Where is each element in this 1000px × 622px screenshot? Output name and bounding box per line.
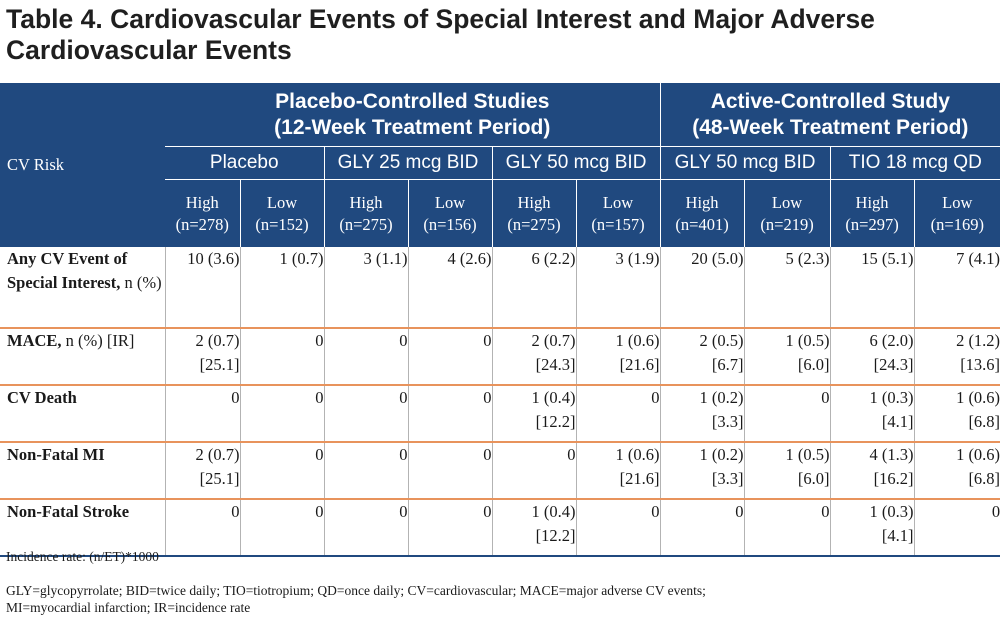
- table-cell: 0: [324, 328, 409, 386]
- table-cell: 1 (0.5) [6.0]: [744, 328, 831, 386]
- table-cell: 0: [408, 499, 493, 557]
- treatment-header: GLY 50 mcg BID: [492, 146, 661, 180]
- table-row: Non-Fatal MI 2 (0.7) [25.1] 0 0 0 0 1 (0.6) [21.…: [0, 442, 1000, 500]
- header-row-treatments: Placebo GLY 25 mcg BID GLY 50 mcg BID GL…: [0, 146, 1000, 180]
- header-row-risk: High (n=278) Low (n=152) High (n=275) Low (n=15…: [0, 179, 1000, 247]
- table-row: CV Death 0 0 0 0 1 (0.4) [12.2] 0 1 (0.2) [3.3] 0 1…: [0, 385, 1000, 443]
- table-row: Non-Fatal Stroke 0 0 0 0 1 (0.4) [12.2] 0 0 0 1 (0…: [0, 499, 1000, 557]
- table-cell: 0: [914, 499, 1000, 557]
- table-cell: 0: [492, 442, 577, 500]
- table-cell: 7 (4.1): [914, 247, 1000, 329]
- table-cell: 0: [240, 385, 325, 443]
- table-cell: 2 (0.7) [25.1]: [165, 442, 241, 500]
- header-row-groups: CV Risk Placebo-Controlled Studies (12-W…: [0, 83, 1000, 247]
- risk-subheader: High (n=275): [492, 179, 577, 247]
- group-header-active-controlled: Active-Controlled Study (48-Week Treatme…: [660, 83, 1000, 147]
- table-cell: 0: [408, 328, 493, 386]
- table-cell: 1 (0.3) [4.1]: [830, 499, 915, 557]
- table-cell: 1 (0.6) [21.6]: [576, 328, 661, 386]
- table-cell: 0: [240, 499, 325, 557]
- treatment-header: TIO 18 mcg QD: [830, 146, 1000, 180]
- risk-subheader: Low (n=152): [240, 179, 325, 247]
- risk-subheader: High (n=278): [165, 179, 241, 247]
- table-cell: 1 (0.2) [3.3]: [660, 385, 745, 443]
- table-cell: 2 (1.2) [13.6]: [914, 328, 1000, 386]
- table-cell: 0: [660, 499, 745, 557]
- table-cell: 3 (1.1): [324, 247, 409, 329]
- risk-subheader: Low (n=169): [914, 179, 1000, 247]
- table-cell: 2 (0.5) [6.7]: [660, 328, 745, 386]
- table-cell: 0: [744, 385, 831, 443]
- table-cell: 1 (0.6) [6.8]: [914, 442, 1000, 500]
- table-cell: 4 (2.6): [408, 247, 493, 329]
- table-cell: 3 (1.9): [576, 247, 661, 329]
- treatment-header: Placebo: [165, 146, 325, 180]
- table-cell: 0: [576, 385, 661, 443]
- cv-events-table: CV Risk Placebo-Controlled Studies (12-W…: [0, 83, 1000, 557]
- table-cell: 1 (0.6) [6.8]: [914, 385, 1000, 443]
- table-cell: 0: [324, 442, 409, 500]
- table-cell: 1 (0.6) [21.6]: [576, 442, 661, 500]
- table-cell: 0: [408, 385, 493, 443]
- treatment-header: GLY 25 mcg BID: [324, 146, 493, 180]
- table-cell: 10 (3.6): [165, 247, 241, 329]
- table-cell: 0: [324, 499, 409, 557]
- treatment-header: GLY 50 mcg BID: [660, 146, 831, 180]
- table-cell: 4 (1.3) [16.2]: [830, 442, 915, 500]
- row-label: Non-Fatal Stroke: [0, 499, 166, 557]
- table-cell: 15 (5.1): [830, 247, 915, 329]
- table-cell: 0: [240, 328, 325, 386]
- table-cell: 0: [408, 442, 493, 500]
- row-label: Non-Fatal MI: [0, 442, 166, 500]
- risk-subheader: High (n=275): [324, 179, 409, 247]
- table-cell: 6 (2.0) [24.3]: [830, 328, 915, 386]
- group-header-placebo-controlled: Placebo-Controlled Studies (12-Week Trea…: [165, 83, 661, 147]
- table-body: Any CV Event of Special Interest, n (%) 1…: [0, 247, 1000, 557]
- footnote-abbreviations: GLY=glycopyrrolate; BID=twice daily; TIO…: [6, 582, 996, 616]
- table-cell: 20 (5.0): [660, 247, 745, 329]
- footnote-abbrev-line: MI=myocardial infarction; IR=incidence r…: [6, 600, 251, 615]
- table-cell: 1 (0.2) [3.3]: [660, 442, 745, 500]
- table-cell: 0: [240, 442, 325, 500]
- table-row: Any CV Event of Special Interest, n (%) 1…: [0, 247, 1000, 329]
- cv-risk-header: CV Risk: [0, 83, 165, 247]
- footnote-incidence: Incidence rate: (n/ET)*1000: [6, 549, 159, 564]
- footnote-abbrev-line: GLY=glycopyrrolate; BID=twice daily; TIO…: [6, 583, 706, 598]
- table-cell: 1 (0.7): [240, 247, 325, 329]
- table-cell: 1 (0.4) [12.2]: [492, 499, 577, 557]
- table-cell: 5 (2.3): [744, 247, 831, 329]
- risk-subheader: High (n=297): [830, 179, 915, 247]
- table-cell: 1 (0.3) [4.1]: [830, 385, 915, 443]
- table-cell: 0: [165, 499, 241, 557]
- table-cell: 0: [576, 499, 661, 557]
- risk-subheader: Low (n=157): [576, 179, 661, 247]
- risk-subheader: High (n=401): [660, 179, 745, 247]
- risk-subheader: Low (n=156): [408, 179, 493, 247]
- table-title: Table 4. Cardiovascular Events of Specia…: [6, 4, 875, 65]
- risk-subheader: Low (n=219): [744, 179, 831, 247]
- table-cell: 1 (0.4) [12.2]: [492, 385, 577, 443]
- table-cell: 0: [165, 385, 241, 443]
- table-cell: 2 (0.7) [25.1]: [165, 328, 241, 386]
- table-cell: 2 (0.7) [24.3]: [492, 328, 577, 386]
- row-label: MACE, n (%) [IR]: [0, 328, 166, 386]
- table-cell: 1 (0.5) [6.0]: [744, 442, 831, 500]
- row-label: CV Death: [0, 385, 166, 443]
- table-cell: 0: [324, 385, 409, 443]
- table-cell: 0: [744, 499, 831, 557]
- row-label: Any CV Event of Special Interest, n (%): [0, 247, 166, 329]
- table-row: MACE, n (%) [IR] 2 (0.7) [25.1] 0 0 0 2 (0.7)[…: [0, 328, 1000, 386]
- table-cell: 6 (2.2): [492, 247, 577, 329]
